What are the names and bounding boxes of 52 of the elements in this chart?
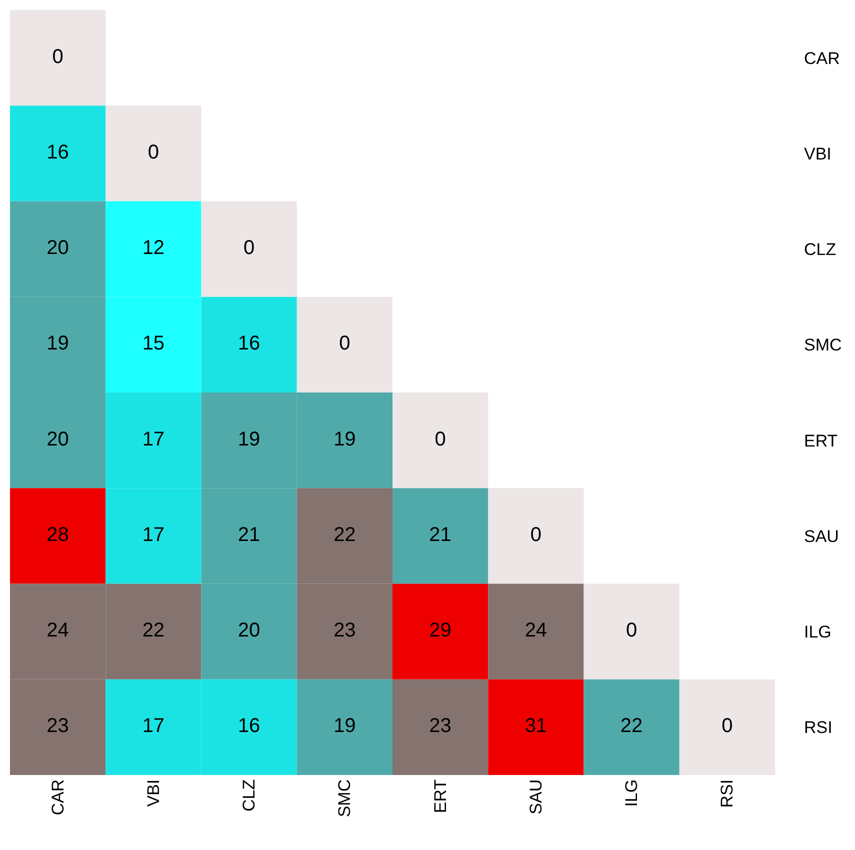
data-label: 12 (142, 237, 165, 260)
data-label: 0 (339, 332, 350, 355)
data-label: 22 (142, 620, 165, 642)
y-tick-label: SMC (804, 336, 842, 355)
y-tick-label: SAU (804, 526, 839, 546)
data-label: 0 (243, 237, 255, 260)
x-tick-label: VBI (144, 779, 163, 807)
data-label: 23 (429, 715, 452, 738)
data-label: 23 (334, 620, 356, 642)
data-label: 20 (238, 620, 260, 642)
data-label: 28 (46, 524, 69, 546)
data-label: 24 (46, 620, 69, 642)
x-tick-label: CLZ (240, 779, 259, 812)
data-label: 0 (722, 715, 733, 738)
y-tick-label: RSI (804, 718, 832, 738)
data-label: 16 (238, 715, 260, 738)
data-label: 22 (334, 524, 356, 546)
y-tick-label: CLZ (804, 240, 836, 260)
data-label: 0 (434, 428, 446, 450)
data-label: 19 (46, 332, 69, 355)
data-label: 20 (46, 428, 69, 450)
y-tick-label: CAR (804, 48, 840, 68)
data-label: 15 (142, 332, 165, 355)
data-label: 17 (142, 428, 165, 450)
data-label: 16 (238, 332, 260, 355)
data-label: 21 (429, 524, 452, 546)
data-label: 0 (148, 141, 160, 164)
data-label: 22 (620, 715, 643, 738)
data-label: 20 (46, 237, 69, 260)
x-tick-label: RSI (718, 779, 737, 808)
data-label: 0 (52, 46, 64, 68)
data-label: 24 (524, 620, 548, 642)
data-label: 0 (530, 524, 542, 546)
data-label: 29 (429, 620, 452, 642)
data-label: 19 (334, 715, 356, 738)
x-tick-label: ILG (622, 779, 642, 807)
data-label: 19 (238, 428, 260, 450)
data-label: 23 (46, 715, 69, 738)
data-label: 0 (626, 620, 638, 642)
data-label: 16 (46, 141, 69, 164)
y-tick-label: ERT (804, 431, 838, 450)
data-label: 19 (334, 428, 356, 450)
data-label: 31 (524, 715, 548, 738)
x-tick-label: CAR (48, 779, 68, 816)
data-label: 17 (142, 524, 165, 546)
x-tick-label: SAU (526, 779, 546, 814)
data-label: 21 (238, 524, 260, 546)
y-tick-label: ILG (804, 622, 832, 642)
data-label: 17 (142, 715, 165, 738)
y-tick-label: VBI (804, 144, 832, 164)
x-tick-label: ERT (430, 779, 450, 814)
x-tick-label: SMC (335, 779, 354, 818)
